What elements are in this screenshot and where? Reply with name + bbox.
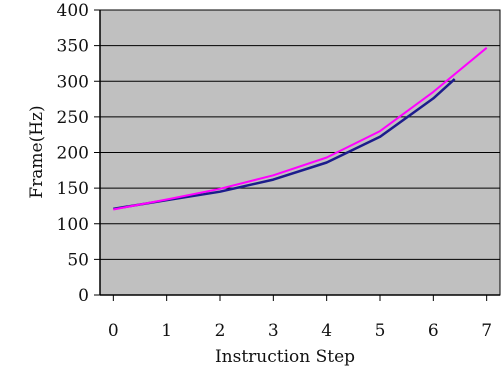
y-tick-label: 300: [57, 72, 89, 92]
y-tick-label: 150: [57, 179, 89, 199]
x-tick-label: 3: [268, 321, 279, 341]
y-axis-title: Frame(Hz): [27, 105, 47, 198]
x-tick-label: 4: [321, 321, 332, 341]
x-axis-title: Instruction Step: [215, 347, 355, 367]
x-tick-label: 6: [428, 321, 439, 341]
y-tick-label: 0: [78, 286, 89, 306]
x-tick-label: 5: [375, 321, 386, 341]
y-tick-label: 200: [57, 144, 89, 164]
y-tick-label: 50: [67, 250, 89, 270]
x-tick-label: 2: [215, 321, 226, 341]
x-tick-label: 7: [481, 321, 492, 341]
y-tick-label: 400: [57, 1, 89, 21]
y-axis-ticks: 0 50 100 150 200 250 300 350 400: [57, 1, 100, 306]
x-axis-ticks: 0 1 2 3 4 5 6 7: [108, 295, 492, 341]
y-tick-label: 100: [57, 215, 89, 235]
y-tick-label: 350: [57, 37, 89, 57]
x-tick-label: 1: [161, 321, 172, 341]
y-tick-label: 250: [57, 108, 89, 128]
x-tick-label: 0: [108, 321, 119, 341]
